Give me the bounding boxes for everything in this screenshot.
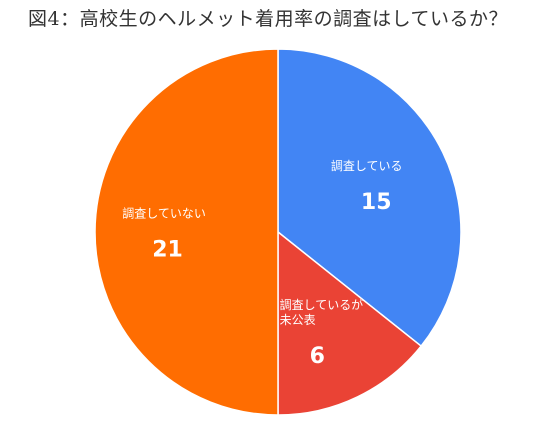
slice-value-3: 21 bbox=[152, 238, 183, 263]
slice-value-2: 6 bbox=[310, 344, 325, 369]
slice-label-1: 調査している bbox=[331, 159, 403, 173]
pie-slice-3 bbox=[94, 48, 279, 416]
pie-slice-1 bbox=[277, 48, 462, 348]
slice-label-2-line-1: 調査しているが bbox=[280, 297, 364, 312]
pie-slice-2 bbox=[277, 230, 423, 416]
chart-title: 図4：高校生のヘルメット着用率の調査はしているか？ bbox=[27, 8, 509, 30]
slice-value-1: 15 bbox=[361, 190, 392, 215]
slice-label-3: 調査していない bbox=[122, 207, 206, 221]
slice-label-2-line-2: 未公表 bbox=[280, 313, 316, 327]
